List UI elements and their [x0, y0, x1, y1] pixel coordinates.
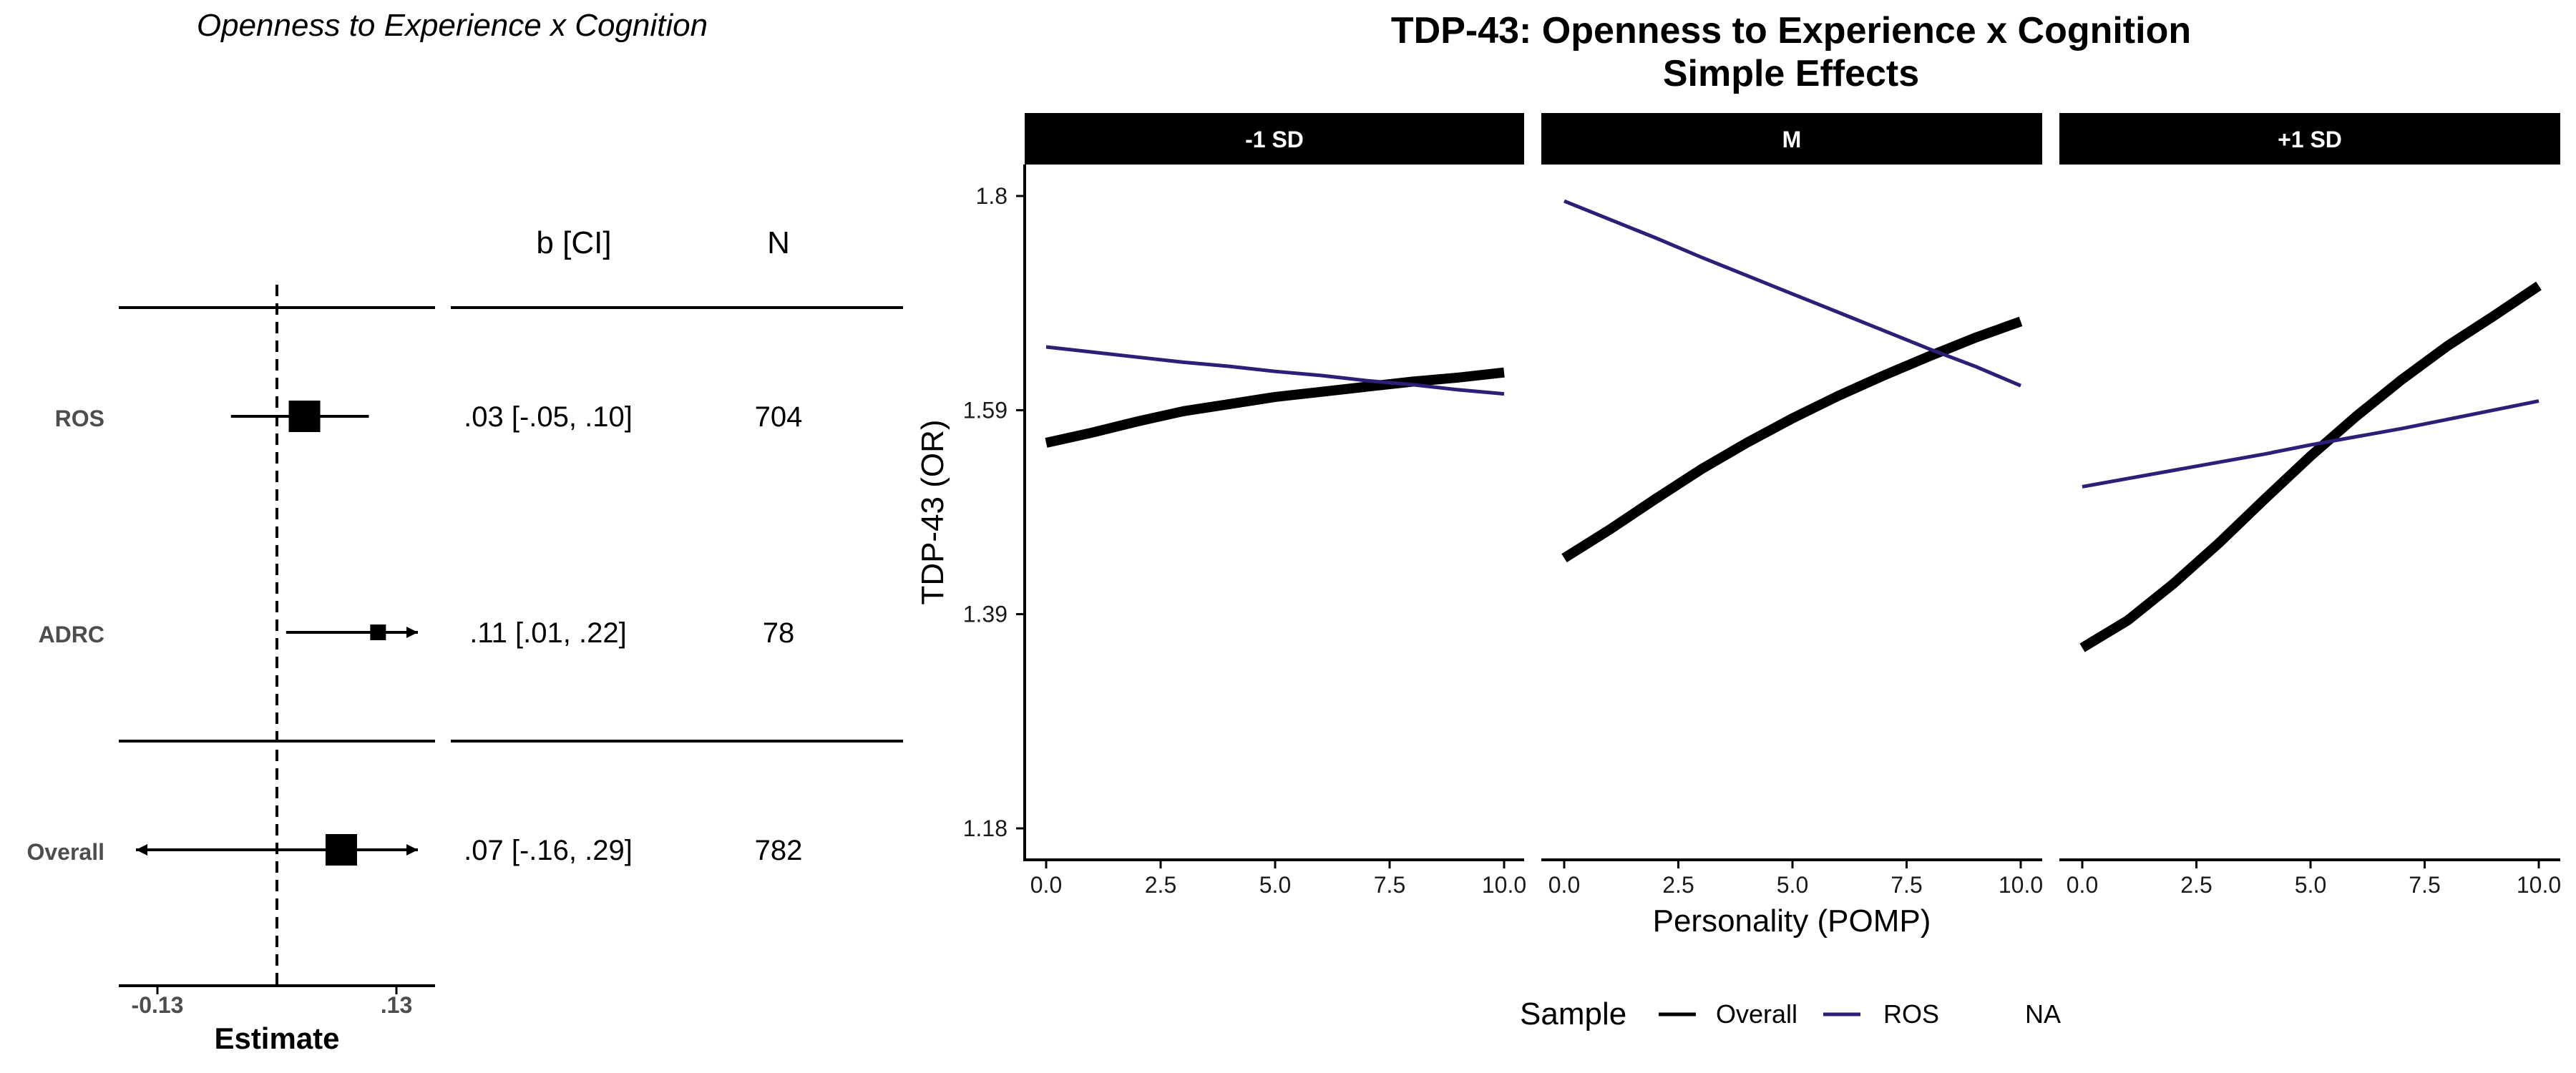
forest-row-n-ros: 704 — [755, 401, 803, 433]
forest-marks — [136, 401, 418, 866]
x-tick-label-p1-4: 10.0 — [1999, 872, 2043, 898]
line-ros-panel-2 — [2082, 399, 2540, 489]
line-overall-panel-0 — [1045, 367, 1505, 448]
forest-x-tick-label-left: -0.13 — [132, 992, 184, 1018]
x-tick-label-p0-2: 5.0 — [1259, 872, 1291, 898]
effects-lines — [1045, 199, 2542, 652]
x-tick-label-p1-3: 7.5 — [1890, 872, 1922, 898]
forest-row-estimate-adrc: .11 [.01, .22] — [469, 617, 626, 649]
forest-header-estimate: b [CI] — [536, 225, 611, 260]
forest-row-label-adrc: ADRC — [39, 622, 104, 647]
x-tick-label-p2-0: 0.0 — [2067, 872, 2098, 898]
forest-arrow-right-adrc — [406, 627, 418, 638]
y-tick-label-3: 1.8 — [976, 183, 1008, 209]
forest-header-n: N — [767, 225, 790, 260]
facet-label-plus1sd: +1 SD — [2278, 127, 2342, 152]
effects-x-axis-label: Personality (POMP) — [1653, 903, 1931, 939]
facet-label-minus1sd: -1 SD — [1245, 127, 1304, 152]
line-overall-panel-1 — [1561, 316, 2023, 563]
forest-plot: Openness to Experience x Cognition b [CI… — [26, 8, 903, 1055]
forest-x-axis-label: Estimate — [214, 1021, 339, 1055]
forest-point-adrc — [370, 624, 386, 640]
x-tick-label-p0-4: 10.0 — [1482, 872, 1526, 898]
effects-title-line2: Simple Effects — [1663, 53, 1919, 94]
facet-strip-minus1sd — [1025, 113, 1524, 165]
x-tick-label-p1-1: 2.5 — [1662, 872, 1694, 898]
forest-x-tick-label-right: .13 — [381, 992, 412, 1018]
panel-axes-minus1sd — [1023, 165, 1524, 861]
x-tick-label-p2-1: 2.5 — [2180, 872, 2212, 898]
y-tick-label-1: 1.39 — [963, 602, 1008, 627]
y-tick-label-0: 1.18 — [963, 815, 1008, 841]
legend-title: Sample — [1520, 996, 1626, 1032]
effects-ticks: 1.18 1.39 1.59 1.8 0.0 2.5 5.0 7.5 10.0 0.0 2.5 5.0… — [963, 183, 2561, 898]
line-ros-panel-0 — [1045, 345, 1505, 396]
effects-y-axis-label: TDP-43 (OR) — [915, 419, 950, 604]
line-ros-panel-1 — [1563, 199, 2021, 388]
effects-plot: TDP-43: Openness to Experience x Cogniti… — [915, 10, 2561, 1032]
x-tick-label-p0-3: 7.5 — [1374, 872, 1405, 898]
x-tick-label-p1-2: 5.0 — [1777, 872, 1808, 898]
legend-label-ros: ROS — [1883, 999, 1939, 1029]
x-tick-label-p1-0: 0.0 — [1548, 872, 1580, 898]
forest-point-overall — [325, 834, 357, 866]
x-tick-label-p2-2: 5.0 — [2295, 872, 2326, 898]
x-tick-label-p2-3: 7.5 — [2409, 872, 2440, 898]
x-tick-label-p2-4: 10.0 — [2517, 872, 2561, 898]
legend-label-na: NA — [2025, 999, 2061, 1029]
facet-strip-mean — [1541, 113, 2042, 165]
y-tick-label-2: 1.59 — [963, 397, 1008, 423]
effects-title-line1: TDP-43: Openness to Experience x Cogniti… — [1391, 10, 2191, 52]
forest-arrow-right-overall — [406, 844, 418, 856]
x-tick-label-p0-1: 2.5 — [1145, 872, 1176, 898]
forest-row-estimate-ros: .03 [-.05, .10] — [464, 401, 633, 433]
forest-row-estimate-overall: .07 [-.16, .29] — [464, 835, 633, 866]
forest-title: Openness to Experience x Cognition — [197, 8, 708, 43]
forest-row-n-adrc: 78 — [763, 617, 795, 649]
line-overall-panel-2 — [2079, 281, 2542, 652]
legend: Sample Overall ROS NA — [1520, 996, 2061, 1032]
legend-label-overall: Overall — [1716, 999, 1797, 1029]
x-tick-label-p0-0: 0.0 — [1030, 872, 1062, 898]
forest-row-n-overall: 782 — [755, 835, 803, 866]
forest-row-label-ros: ROS — [55, 406, 104, 431]
facet-label-mean: M — [1782, 127, 1802, 152]
forest-point-ros — [288, 401, 321, 432]
forest-row-label-overall: Overall — [26, 839, 104, 865]
forest-arrow-left-overall — [136, 844, 147, 856]
facet-strip-plus1sd — [2059, 113, 2560, 165]
